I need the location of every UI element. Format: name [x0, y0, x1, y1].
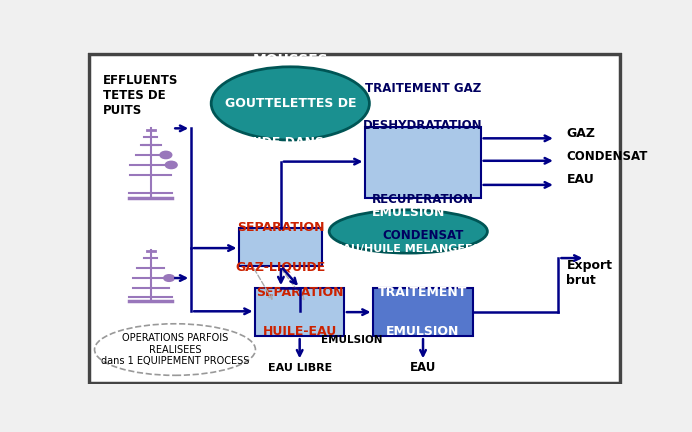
Ellipse shape: [211, 67, 370, 140]
Text: EMULSION: EMULSION: [372, 206, 445, 219]
Text: EAU/HUILE MELANGEES: EAU/HUILE MELANGEES: [336, 244, 481, 254]
Text: TRAITEMENT: TRAITEMENT: [379, 286, 468, 299]
Text: LIQUIDE DANS GAZ: LIQUIDE DANS GAZ: [224, 136, 357, 149]
Text: Export
brut: Export brut: [567, 259, 612, 287]
Text: EMULSION: EMULSION: [321, 334, 383, 345]
Ellipse shape: [329, 210, 487, 253]
Text: EAU: EAU: [410, 361, 437, 375]
Bar: [239, 228, 322, 267]
Text: MOUSSES: MOUSSES: [253, 53, 328, 67]
Bar: [374, 288, 473, 336]
FancyBboxPatch shape: [89, 54, 620, 383]
Text: GOUTTELETTES DE: GOUTTELETTES DE: [224, 97, 356, 110]
Bar: [365, 127, 481, 198]
Text: OPERATIONS PARFOIS
REALISEES
dans 1 EQUIPEMENT PROCESS: OPERATIONS PARFOIS REALISEES dans 1 EQUI…: [101, 333, 249, 366]
Text: SEPARATION: SEPARATION: [256, 286, 343, 299]
Text: RECUPERATION: RECUPERATION: [372, 193, 474, 206]
Text: EAU LIBRE: EAU LIBRE: [268, 363, 332, 373]
Bar: [255, 288, 344, 336]
Text: HUILE-EAU: HUILE-EAU: [262, 325, 337, 338]
Text: GAZ-LIQUIDE: GAZ-LIQUIDE: [236, 260, 326, 273]
Text: EMULSION: EMULSION: [386, 325, 459, 338]
Text: CONDENSAT: CONDENSAT: [383, 229, 464, 242]
Text: DESHYDRATATION: DESHYDRATATION: [363, 119, 483, 132]
Circle shape: [165, 161, 177, 168]
Circle shape: [164, 275, 174, 281]
Text: EFFLUENTS
TETES DE
PUITS: EFFLUENTS TETES DE PUITS: [102, 73, 178, 117]
Text: EAU: EAU: [567, 173, 594, 186]
Text: SEPARATION: SEPARATION: [237, 221, 325, 234]
Text: TRAITEMENT GAZ: TRAITEMENT GAZ: [365, 83, 481, 95]
Circle shape: [160, 151, 172, 159]
Text: CONDENSAT: CONDENSAT: [567, 150, 648, 163]
Text: GAZ: GAZ: [567, 127, 596, 140]
